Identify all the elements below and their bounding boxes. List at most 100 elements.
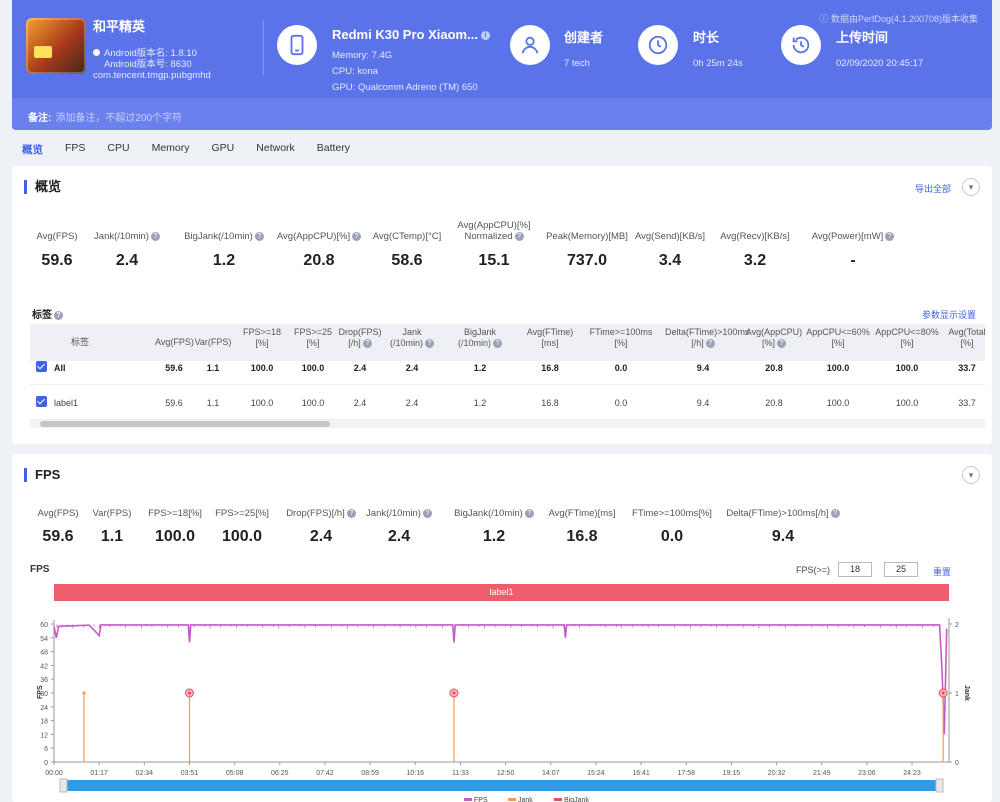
x-tick-label: 06:25 bbox=[271, 770, 289, 777]
column-header[interactable]: AppCPU<=60% [%] bbox=[805, 327, 871, 349]
column-header-text: (/10min) bbox=[457, 338, 491, 348]
column-header[interactable]: Avg(Total [%] bbox=[945, 327, 989, 349]
stat-label: Drop(FPS)[/h]? bbox=[280, 508, 362, 519]
help-icon[interactable]: ? bbox=[54, 310, 63, 320]
fps-threshold-input-2[interactable]: 25 bbox=[884, 562, 918, 577]
export-all-link[interactable]: 导出全部 bbox=[915, 184, 952, 194]
table-cell: 16.8 bbox=[541, 363, 559, 373]
legend-label: Jank bbox=[518, 797, 533, 802]
y-tick-label: 6 bbox=[44, 746, 48, 753]
x-tick-label: 17:58 bbox=[677, 770, 695, 777]
column-header[interactable]: AppCPU<=80% [%] bbox=[875, 327, 939, 349]
tab-gpu[interactable]: GPU bbox=[211, 142, 235, 154]
y-tick-label: 48 bbox=[40, 650, 48, 657]
user-icon bbox=[510, 25, 550, 65]
stat-label: Delta(FTime)>100ms[/h]? bbox=[724, 508, 842, 519]
table-cell: 2.4 bbox=[353, 363, 367, 373]
table-cell: 0.0 bbox=[614, 363, 628, 373]
stat-value: 0.0 bbox=[660, 528, 684, 545]
help-icon[interactable]: ? bbox=[885, 231, 895, 241]
column-header-text: (/10min) bbox=[389, 338, 423, 348]
column-header[interactable]: Jank (/10min)? bbox=[382, 327, 442, 349]
table-row: label1 59.6 1.1 100.0 100.0 2.4 2.4 1.2 16.8 0.0 9… bbox=[30, 387, 985, 420]
column-header[interactable]: Avg(AppCPU) [%]? bbox=[745, 327, 803, 349]
column-header[interactable]: 标签 bbox=[60, 337, 100, 348]
tab-overview[interactable]: 概览 bbox=[22, 144, 43, 156]
row-checkbox[interactable] bbox=[36, 361, 47, 372]
chevron-down-icon[interactable]: ▾ bbox=[962, 466, 980, 484]
column-header[interactable]: Var(FPS) bbox=[193, 337, 233, 348]
table-cell: 100.0 bbox=[826, 363, 850, 373]
x-tick-label: 11:33 bbox=[452, 770, 469, 777]
column-header[interactable]: Delta(FTime)>100ms [/h]? bbox=[665, 327, 749, 349]
y2-axis-label: Jank bbox=[963, 685, 970, 701]
x-tick-label: 07:42 bbox=[316, 770, 334, 777]
fps-threshold-input-1[interactable]: 18 bbox=[838, 562, 872, 577]
help-icon[interactable]: ? bbox=[705, 339, 715, 349]
stat-label-text: Avg(Send)[KB/s] bbox=[634, 231, 706, 242]
fps-card: FPS ▾ Avg(FPS) 59.6 Var(FPS) 1.1 FPS>=18[%] 1… bbox=[12, 454, 992, 802]
help-icon[interactable]: ? bbox=[150, 231, 160, 241]
help-icon[interactable]: ? bbox=[777, 339, 786, 349]
help-icon[interactable]: ? bbox=[524, 508, 534, 518]
table-cell: 9.4 bbox=[696, 363, 710, 373]
header-main: ⓘ 数据由PerfDog(4.1.200708)版本收集 和平精英 Androi… bbox=[12, 0, 992, 98]
range-handle-left bbox=[59, 778, 68, 793]
tags-table-header: 标签 Avg(FPS) Var(FPS) FPS>=18 [%] FPS>=25 [%] Dr… bbox=[30, 324, 986, 361]
help-icon[interactable]: ? bbox=[830, 508, 840, 518]
param-settings-link[interactable]: 参数显示设置 bbox=[922, 310, 977, 320]
note-placeholder[interactable]: 添加备注，不超过200个字符 bbox=[55, 113, 183, 124]
info-icon[interactable]: i bbox=[480, 31, 490, 41]
table-cell: 1.2 bbox=[473, 398, 487, 408]
tab-fps[interactable]: FPS bbox=[65, 142, 86, 154]
row-checkbox[interactable] bbox=[36, 396, 47, 407]
tags-title-text: 标签 bbox=[32, 310, 52, 321]
note-bar[interactable]: 备注: 添加备注，不超过200个字符 bbox=[12, 98, 992, 130]
overview-title: 概览 bbox=[24, 180, 61, 194]
stat-value: 59.6 bbox=[42, 528, 74, 545]
column-header[interactable]: FTime>=100ms [%] bbox=[586, 327, 656, 349]
help-icon[interactable]: ? bbox=[362, 339, 372, 349]
android-version-text: Android版本名: 1.8.10 bbox=[104, 48, 197, 59]
column-header-text: Avg(FPS) bbox=[155, 337, 194, 347]
tab-cpu[interactable]: CPU bbox=[107, 142, 130, 154]
tab-battery[interactable]: Battery bbox=[316, 142, 351, 154]
stat-label: Var(FPS) bbox=[90, 508, 134, 519]
table-cell: 100.0 bbox=[826, 398, 850, 408]
help-icon[interactable]: ? bbox=[254, 231, 264, 241]
column-header-text: FPS>=25 bbox=[293, 327, 333, 337]
horizontal-scrollbar[interactable] bbox=[30, 420, 985, 428]
column-header[interactable]: BigJank (/10min)? bbox=[448, 327, 512, 349]
help-icon[interactable]: ? bbox=[422, 508, 432, 518]
column-header[interactable]: FPS>=25 [%] bbox=[292, 327, 334, 349]
help-icon[interactable]: ? bbox=[352, 231, 362, 241]
creator-value: 7 tech bbox=[564, 58, 590, 69]
reset-link[interactable]: 重置 bbox=[933, 567, 952, 577]
column-header[interactable]: Avg(FTime) [ms] bbox=[522, 327, 578, 349]
stat-label: BigJank(/10min)? bbox=[174, 231, 274, 242]
label-bar[interactable]: label1 bbox=[54, 584, 949, 601]
x-tick-label: 00:00 bbox=[45, 770, 63, 777]
column-header[interactable]: FPS>=18 [%] bbox=[237, 327, 287, 349]
column-header-text: Avg(AppCPU) bbox=[745, 327, 803, 337]
help-icon[interactable]: ? bbox=[493, 339, 502, 349]
tab-network[interactable]: Network bbox=[256, 142, 295, 154]
stat-label: BigJank(/10min)? bbox=[452, 508, 536, 519]
stat-value: 16.8 bbox=[566, 528, 598, 545]
scrollbar-thumb[interactable] bbox=[40, 421, 330, 427]
tab-memory[interactable]: Memory bbox=[151, 142, 190, 154]
column-header[interactable]: Avg(FPS) bbox=[155, 337, 194, 348]
stat-value: 15.1 bbox=[478, 252, 510, 269]
help-icon[interactable]: ? bbox=[514, 231, 524, 241]
chevron-down-icon[interactable]: ▾ bbox=[962, 178, 980, 196]
help-icon[interactable]: ? bbox=[425, 339, 434, 349]
stat-label-text: Avg(FTime)[ms] bbox=[548, 508, 616, 519]
y-tick-label: 60 bbox=[40, 622, 48, 629]
help-icon[interactable]: ? bbox=[346, 508, 356, 518]
column-header[interactable]: Drop(FPS) [/h]? bbox=[338, 327, 382, 349]
upload-label: 上传时间 bbox=[836, 30, 889, 45]
column-header-text: [/h] bbox=[691, 338, 704, 348]
stat-value: 2.4 bbox=[115, 252, 139, 269]
stat-value: 2.4 bbox=[309, 528, 333, 545]
